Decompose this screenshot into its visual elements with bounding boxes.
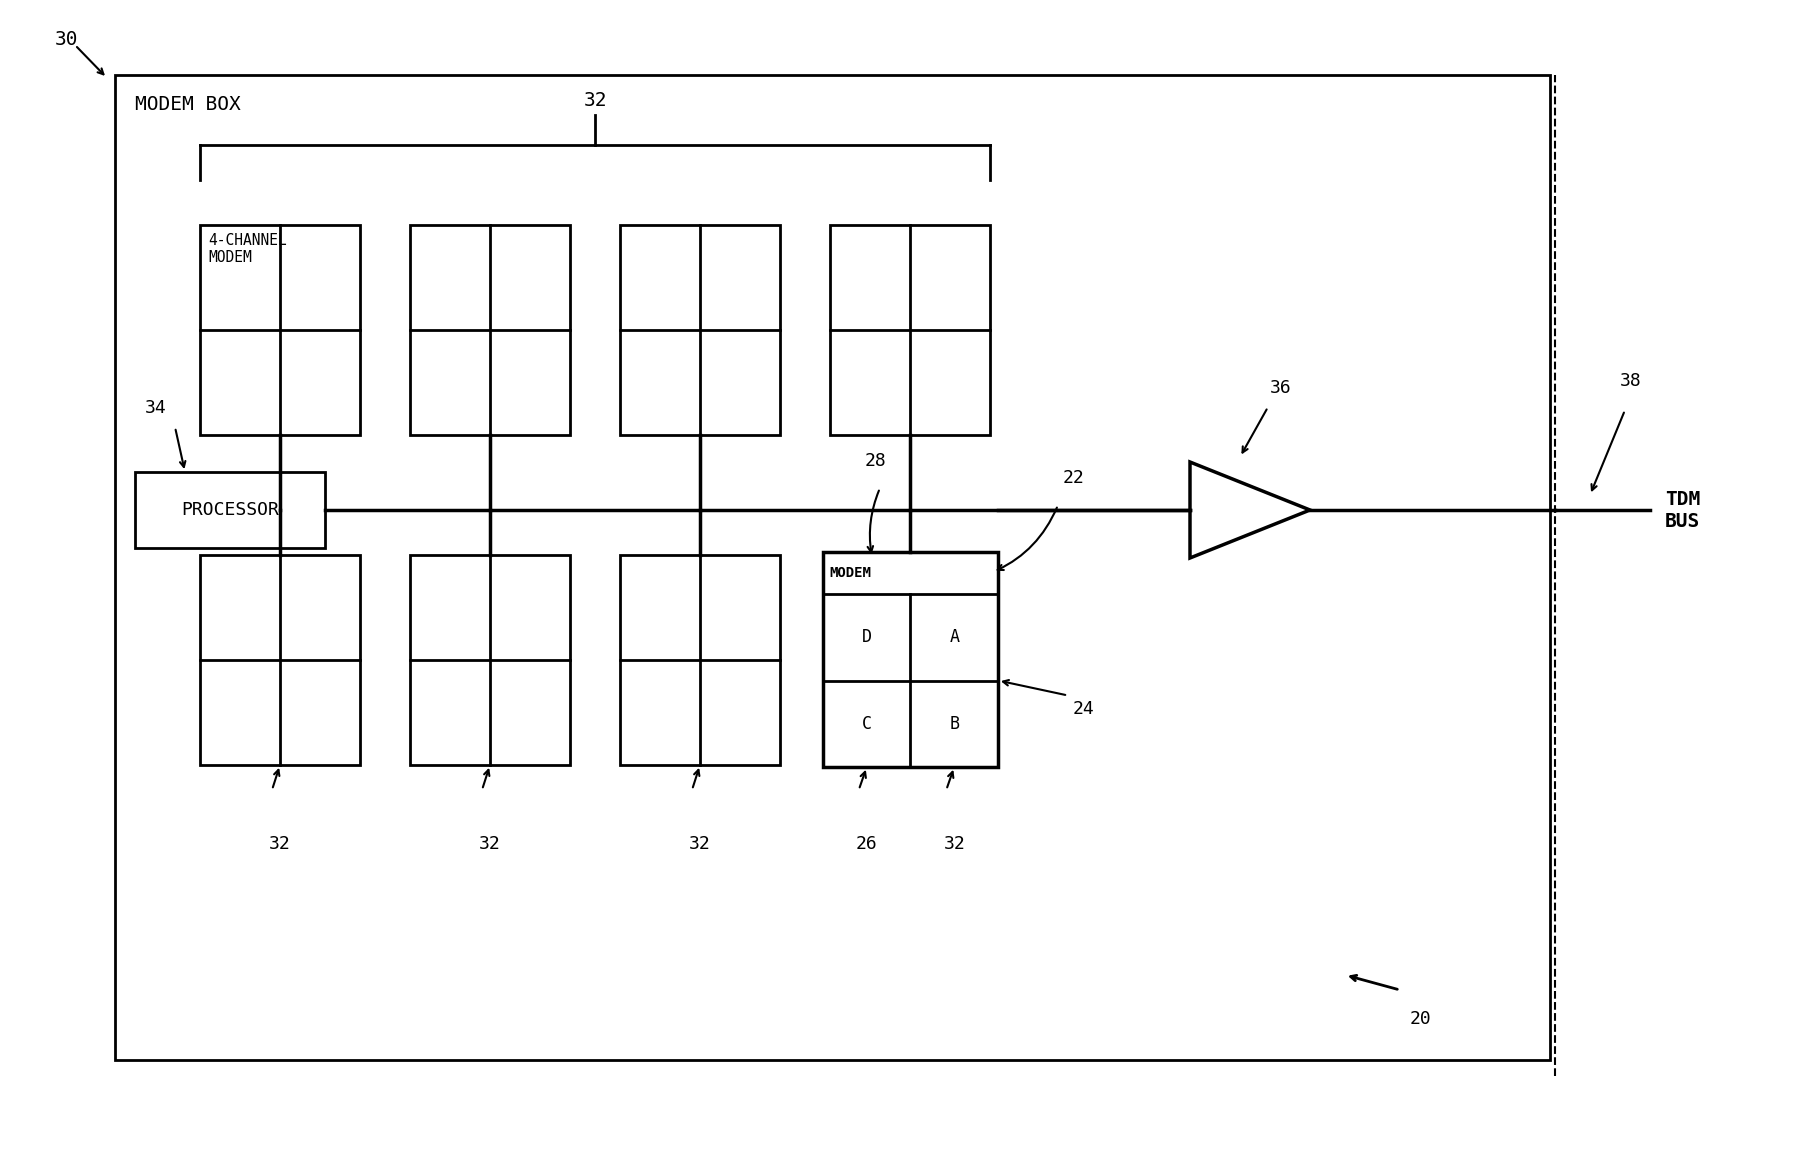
Bar [135,472,326,548]
Text: 24: 24 [1073,701,1095,718]
Bar [822,552,999,767]
Text: 32: 32 [584,91,608,110]
Bar [409,224,569,435]
Text: 20: 20 [1410,1009,1432,1028]
Text: 4-CHANNEL
MODEM: 4-CHANNEL MODEM [207,233,287,266]
Text: MODEM BOX: MODEM BOX [135,96,240,114]
Text: 32: 32 [269,834,291,853]
Text: MODEM: MODEM [829,566,871,580]
Text: 32: 32 [944,834,966,853]
Bar [829,224,990,435]
Bar [409,555,569,765]
Bar [620,555,780,765]
Text: 34: 34 [146,399,167,417]
Text: 30: 30 [55,30,78,49]
Text: 28: 28 [864,452,886,470]
Text: 22: 22 [1062,468,1084,487]
Text: 32: 32 [689,834,711,853]
Text: 38: 38 [1621,372,1643,390]
Text: 26: 26 [857,834,877,853]
Text: 36: 36 [1270,379,1291,397]
Bar [115,75,1550,1060]
Bar [620,224,780,435]
Bar [200,224,360,435]
Text: A: A [950,628,959,646]
Text: 32: 32 [478,834,500,853]
Text: C: C [862,715,871,733]
Bar [200,555,360,765]
Text: D: D [862,628,871,646]
Text: TDM
BUS: TDM BUS [1664,489,1701,531]
Text: B: B [950,715,959,733]
Text: PROCESSOR: PROCESSOR [182,501,278,519]
